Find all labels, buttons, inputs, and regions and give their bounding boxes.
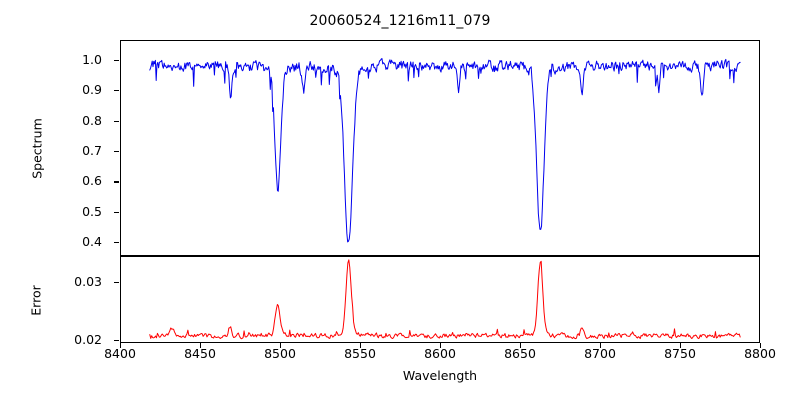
x-tick-mark — [600, 343, 602, 348]
x-axis-label: Wavelength — [402, 368, 478, 383]
x-tick-label: 8700 — [584, 346, 616, 361]
error-line-series — [149, 259, 741, 340]
y-tick-mark — [114, 181, 119, 183]
x-tick-mark — [760, 343, 762, 348]
x-tick-label: 8500 — [264, 346, 296, 361]
y-tick-mark — [114, 59, 119, 61]
x-tick-label: 8750 — [664, 346, 696, 361]
error-y-axis-label: Error — [28, 285, 44, 316]
y-tick-label: 0.02 — [74, 331, 102, 347]
x-tick-mark — [120, 343, 122, 348]
x-tick-label: 8800 — [744, 346, 776, 361]
y-tick-label: 1.0 — [82, 51, 102, 67]
y-tick-mark — [114, 242, 119, 244]
y-tick-label: 0.03 — [74, 273, 102, 289]
x-tick-label: 8400 — [104, 346, 136, 361]
y-tick-mark — [114, 90, 119, 92]
error-plot-axes — [120, 256, 760, 343]
spectrum-y-axis-label: Spectrum — [29, 118, 45, 179]
y-tick-label: 0.7 — [82, 142, 102, 158]
y-tick-mark — [114, 120, 119, 122]
y-tick-label: 0.4 — [82, 234, 102, 250]
y-tick-mark — [114, 211, 119, 213]
y-tick-label: 0.6 — [82, 173, 102, 189]
x-tick-label: 8550 — [344, 346, 376, 361]
x-tick-mark — [520, 343, 522, 348]
x-tick-mark — [440, 343, 442, 348]
spectrum-line-series — [149, 58, 741, 243]
y-tick-mark — [114, 340, 119, 342]
x-tick-label: 8600 — [424, 346, 456, 361]
spectrum-plot-axes — [120, 40, 760, 256]
page-title: 20060524_1216m11_079 — [309, 13, 491, 29]
x-tick-mark — [360, 343, 362, 348]
x-tick-label: 8450 — [184, 346, 216, 361]
x-tick-mark — [280, 343, 282, 348]
y-tick-label: 0.9 — [82, 81, 102, 97]
y-tick-mark — [114, 151, 119, 153]
y-tick-label: 0.5 — [82, 203, 102, 219]
y-tick-label: 0.8 — [82, 112, 102, 128]
x-tick-mark — [200, 343, 202, 348]
y-tick-mark — [114, 282, 119, 284]
x-tick-mark — [680, 343, 682, 348]
x-tick-label: 8650 — [504, 346, 536, 361]
